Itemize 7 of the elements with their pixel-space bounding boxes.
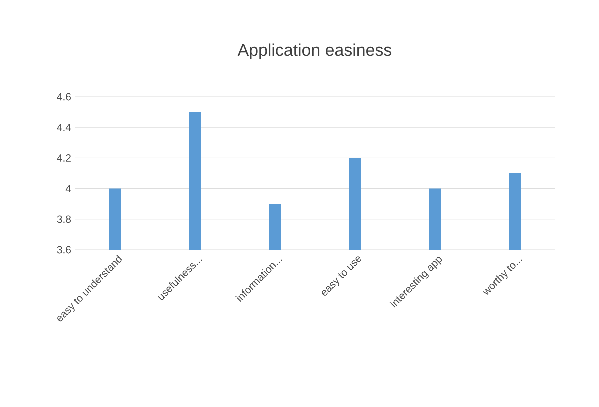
chart-title: Application easiness xyxy=(238,44,392,60)
y-tick-label: 4 xyxy=(66,185,72,192)
y-tick-label: 3.8 xyxy=(57,216,72,224)
y-tick-label: 4.4 xyxy=(57,124,72,132)
y-tick-label: 4.6 xyxy=(57,93,72,101)
y-tick-label: 3.6 xyxy=(57,246,72,254)
y-tick-label: 4.2 xyxy=(57,154,71,162)
